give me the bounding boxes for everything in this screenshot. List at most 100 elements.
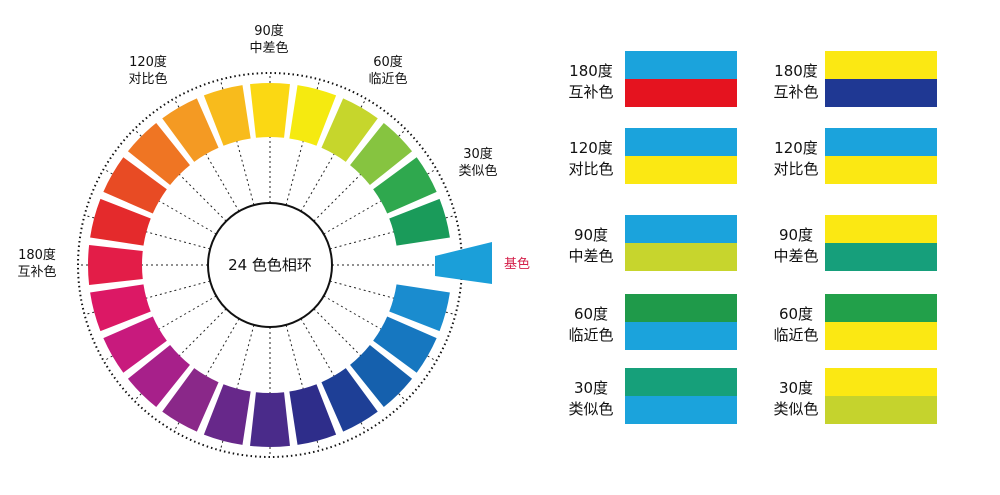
wheel-segment	[103, 316, 167, 373]
wheel-spoke	[329, 280, 456, 316]
swatch-bottom-band	[825, 243, 937, 271]
pair-angle: 120度	[569, 139, 613, 157]
swatch-top-band	[625, 294, 737, 322]
swatch-bottom-band	[625, 79, 737, 107]
pair-angle: 90度	[573, 226, 609, 244]
wheel-segment	[373, 316, 437, 373]
left-pair-label: 180度 互补色	[551, 61, 631, 103]
right-pair-label: 90度中差色	[756, 225, 836, 267]
right-pair-label: 180度互补色	[756, 61, 836, 103]
wheel-spoke	[133, 308, 227, 402]
pair-angle: 90度	[778, 226, 814, 244]
wheel-spoke	[84, 280, 211, 316]
right-color-swatch	[825, 368, 937, 424]
swatch-bottom-band	[625, 396, 737, 424]
wheel-spokes	[78, 73, 462, 457]
base-color-label: 基色	[504, 256, 530, 272]
swatch-top-band	[825, 51, 937, 79]
wheel-segment	[350, 345, 413, 408]
pair-angle: 120度	[774, 139, 818, 157]
left-color-swatch	[625, 128, 737, 184]
swatch-bottom-band	[625, 243, 737, 271]
left-pair-label: 60度 临近色	[551, 304, 631, 346]
wheel-segment	[289, 85, 337, 146]
left-pair-label: 90度中差色	[551, 225, 631, 267]
left-color-swatch	[625, 368, 737, 424]
wheel-segment	[250, 392, 290, 447]
left-color-swatch	[625, 294, 737, 350]
wheel-segment	[103, 157, 167, 214]
swatch-bottom-band	[625, 322, 737, 350]
wheel-spoke	[219, 79, 255, 206]
wheel-segment	[389, 284, 450, 332]
swatch-top-band	[625, 215, 737, 243]
wheel-segment	[389, 198, 450, 246]
pair-name: 中差色	[568, 247, 614, 265]
pair-angle: 180度	[774, 62, 818, 80]
wheel-segment	[350, 122, 413, 185]
wheel-spoke	[313, 128, 407, 222]
left-color-swatch	[625, 51, 737, 107]
wheel-segment	[162, 368, 219, 432]
wheel-segment	[321, 368, 378, 432]
pair-name: 中差色	[773, 247, 819, 265]
pair-name: 对比色	[773, 160, 819, 178]
wheel-spoke	[285, 79, 321, 206]
wheel-segment	[127, 345, 190, 408]
wheel-base-segment	[435, 242, 492, 284]
pair-name: 对比色	[568, 160, 614, 178]
swatch-top-band	[625, 51, 737, 79]
left-pair-label: 30度类似色	[551, 378, 631, 420]
wheel-segment	[87, 245, 143, 285]
pair-angle: 60度	[778, 305, 814, 323]
wheel-spoke	[300, 318, 367, 432]
label-180-degree-name: 互补色	[17, 264, 56, 280]
wheel-spoke	[313, 308, 407, 402]
wheel-spoke	[103, 295, 217, 362]
right-pair-label: 120度对比色	[756, 138, 836, 180]
label-60-degree-name: 临近色	[368, 71, 407, 87]
wheel-spoke	[103, 168, 217, 235]
swatch-top-band	[825, 215, 937, 243]
wheel-center-circle	[207, 202, 333, 328]
label-60-degree: 60度	[373, 54, 403, 70]
wheel-segment	[289, 384, 337, 445]
pair-name: 类似色	[568, 400, 614, 418]
wheel-spoke	[329, 214, 456, 250]
pair-name: 互补色	[773, 83, 819, 101]
pair-name: 临近色	[773, 326, 819, 344]
swatch-top-band	[825, 294, 937, 322]
pair-name: 类似色	[773, 400, 819, 418]
wheel-segment	[127, 122, 190, 185]
swatch-bottom-band	[825, 79, 937, 107]
wheel-spoke	[84, 214, 211, 250]
wheel-segment	[162, 98, 219, 162]
label-120-degree: 120度	[129, 54, 167, 70]
label-30-degree: 30度	[463, 146, 493, 162]
label-30-degree-name: 类似色	[458, 163, 497, 179]
swatch-top-band	[825, 368, 937, 396]
wheel-segment	[90, 198, 151, 246]
wheel-segments	[87, 82, 492, 447]
right-color-swatch	[825, 51, 937, 107]
wheel-segment	[373, 157, 437, 214]
label-120-degree-name: 对比色	[128, 71, 167, 87]
pair-angle: 30度	[573, 379, 609, 397]
swatch-top-band	[825, 128, 937, 156]
swatch-top-band	[625, 368, 737, 396]
color-wheel: 24 色色相环 基色 90度 中差色 60度 临近色 120度 对比色 30度 …	[17, 23, 530, 458]
right-pair-label: 30度类似色	[756, 378, 836, 420]
right-color-swatch	[825, 128, 937, 184]
swatch-bottom-band	[825, 156, 937, 184]
right-color-swatch	[825, 294, 937, 350]
swatch-bottom-band	[825, 396, 937, 424]
wheel-segment	[321, 98, 378, 162]
swatch-bottom-band	[625, 156, 737, 184]
pair-angle: 30度	[778, 379, 814, 397]
wheel-spoke	[219, 324, 255, 451]
wheel-segment	[203, 384, 251, 445]
pair-name: 临近色	[568, 326, 614, 344]
wheel-segment	[90, 284, 151, 332]
wheel-spoke	[133, 128, 227, 222]
label-90-degree: 90度	[254, 23, 284, 39]
